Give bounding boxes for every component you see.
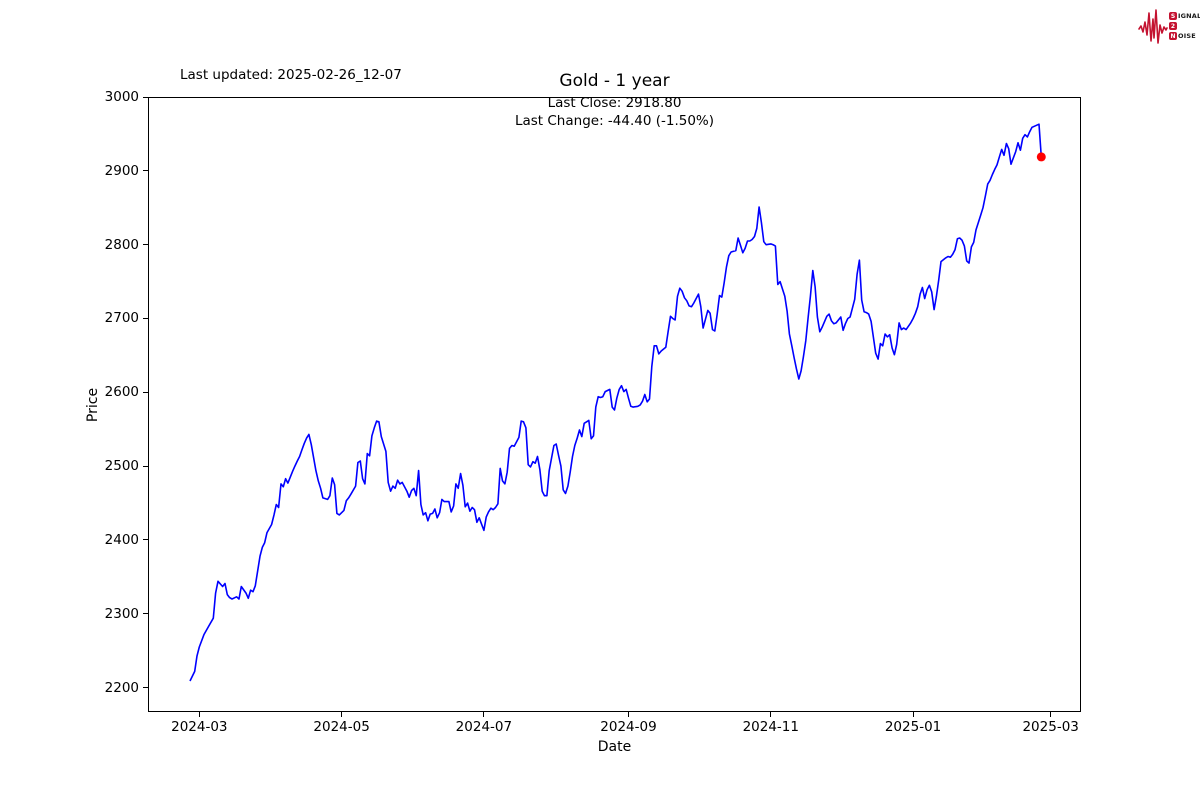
price-line	[189, 123, 1043, 682]
last-change-text: Last Change: -44.40 (-1.50%)	[514, 113, 715, 129]
plot-area	[148, 97, 1081, 712]
last-updated-label: Last updated: 2025-02-26_12-07	[180, 67, 402, 83]
y-tick-label: 2400	[104, 531, 139, 548]
y-tick-mark	[143, 613, 148, 615]
x-axis-label: Date	[597, 739, 632, 755]
x-tick-mark	[770, 712, 772, 717]
logo-text: S IGNAL 2 N OISE	[1169, 12, 1200, 41]
x-tick-mark	[1050, 712, 1052, 717]
signal2noise-logo: S IGNAL 2 N OISE	[1138, 3, 1200, 49]
y-tick-label: 2200	[104, 679, 139, 696]
logo-rest-oise: OISE	[1178, 32, 1196, 40]
y-tick-label: 2900	[104, 162, 139, 179]
x-tick-label: 2024-11	[742, 719, 799, 735]
x-tick-mark	[627, 712, 629, 717]
x-tick-mark	[198, 712, 200, 717]
x-tick-mark	[912, 712, 914, 717]
logo-letter-n: N	[1169, 32, 1177, 40]
x-tick-mark	[341, 712, 343, 717]
y-tick-mark	[143, 317, 148, 319]
logo-letter-2: 2	[1169, 22, 1177, 30]
y-tick-mark	[143, 96, 148, 98]
x-tick-label: 2024-05	[313, 719, 370, 735]
y-tick-label: 2700	[104, 310, 139, 327]
waveform-icon	[1138, 9, 1168, 44]
chart-title: Gold - 1 year	[559, 71, 670, 91]
x-tick-label: 2024-07	[455, 719, 513, 735]
y-tick-mark	[143, 391, 148, 393]
y-tick-mark	[143, 170, 148, 172]
logo-row-signal: S IGNAL	[1169, 12, 1200, 21]
logo-row-2: 2	[1169, 22, 1200, 31]
logo-rest-ignal: IGNAL	[1178, 12, 1200, 20]
x-tick-mark	[483, 712, 485, 717]
y-tick-label: 2600	[104, 384, 139, 401]
logo-letter-s: S	[1169, 12, 1177, 20]
y-tick-label: 2300	[104, 605, 139, 622]
y-tick-label: 2800	[104, 236, 139, 253]
y-tick-mark	[143, 244, 148, 246]
plot-frame	[148, 97, 1081, 712]
y-axis-label: Price	[85, 387, 101, 423]
x-tick-label: 2024-09	[600, 719, 657, 735]
x-tick-label: 2025-03	[1022, 719, 1079, 735]
last-price-dot	[1036, 152, 1046, 162]
logo-row-noise: N OISE	[1169, 32, 1200, 41]
x-tick-label: 2024-03	[171, 719, 228, 735]
y-tick-mark	[143, 539, 148, 541]
last-close-text: Last Close: 2918.80	[547, 95, 682, 111]
y-tick-mark	[143, 687, 148, 689]
y-tick-mark	[143, 465, 148, 467]
last-close-annotation: Last Close: 2918.80 Last Change: -44.40 …	[148, 94, 1081, 130]
x-tick-label: 2025-01	[884, 719, 942, 735]
y-tick-label: 3000	[104, 89, 139, 105]
y-tick-label: 2500	[104, 458, 139, 475]
